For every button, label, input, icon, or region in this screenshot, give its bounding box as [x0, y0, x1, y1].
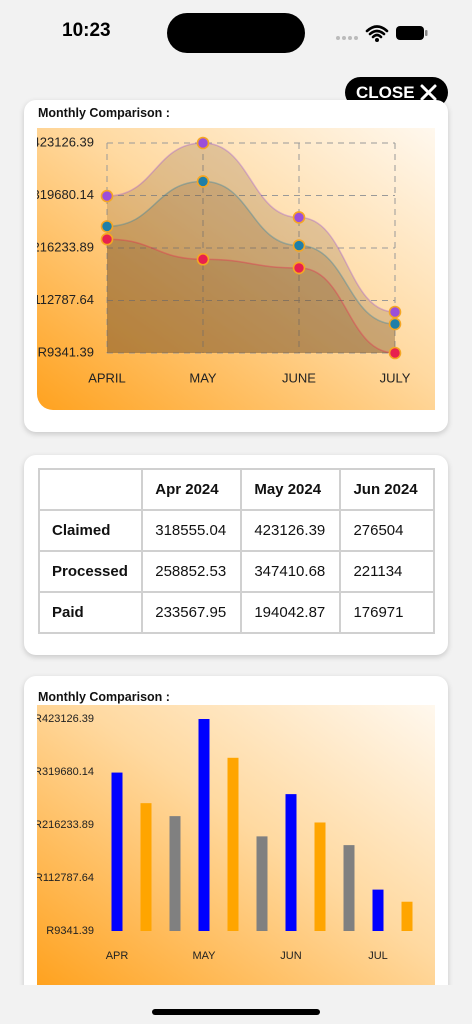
- row-label: Processed: [38, 550, 144, 593]
- data-point: [196, 252, 210, 266]
- status-icons: [336, 25, 428, 42]
- bar: [140, 803, 152, 931]
- x-tick-label: JUNE: [282, 370, 316, 385]
- chart-title: Monthly Comparison :: [38, 106, 170, 120]
- table-cell: 221134: [339, 550, 435, 593]
- close-label: CLOSE: [356, 83, 415, 102]
- x-tick-label: APRIL: [88, 370, 126, 385]
- y-tick-label: R112787.64: [37, 872, 94, 884]
- row-label: Claimed: [38, 509, 144, 552]
- table-cell: 176971: [339, 591, 435, 634]
- column-header: Jun 2024: [339, 468, 435, 511]
- column-header: Apr 2024: [141, 468, 243, 511]
- chart-background: R9341.39 R112787.64 R216233.89 R319680.14 R4…: [37, 128, 435, 410]
- home-indicator: [152, 1009, 320, 1015]
- bar: [227, 757, 239, 931]
- y-tick-label: R216233.89: [37, 239, 94, 254]
- data-point: [292, 211, 306, 224]
- data-point: [292, 239, 306, 252]
- bottom-area: [0, 985, 472, 1024]
- y-tick-label: R112787.64: [37, 292, 94, 307]
- table-corner: [38, 468, 144, 511]
- bar: [401, 901, 413, 931]
- dynamic-island: [167, 13, 305, 53]
- y-tick-label: R9341.39: [38, 344, 94, 359]
- bar: [111, 772, 123, 931]
- table-cell: 233567.95: [141, 591, 243, 634]
- close-icon: [420, 84, 437, 101]
- bar: [169, 816, 181, 931]
- bar: [285, 794, 297, 931]
- row-label: Paid: [38, 591, 144, 634]
- chart-title: Monthly Comparison :: [38, 690, 170, 704]
- column-header: May 2024: [240, 468, 342, 511]
- x-tick-label: MAY: [192, 950, 216, 962]
- line-chart: R9341.39 R112787.64 R216233.89 R319680.14 R4…: [37, 134, 411, 385]
- y-tick-label: R423126.39: [37, 134, 94, 149]
- table-row: Claimed 318555.04 423126.39 276504: [38, 509, 435, 552]
- table-cell: 318555.04: [141, 509, 243, 552]
- table-row: Processed 258852.53 347410.68 221134: [38, 550, 435, 593]
- x-tick-label: JUL: [368, 950, 388, 962]
- x-tick-label: JULY: [380, 370, 411, 385]
- bar: [343, 845, 355, 931]
- x-tick-label: MAY: [189, 370, 217, 385]
- series-area: [107, 143, 395, 353]
- x-tick-label: JUN: [280, 950, 301, 962]
- chart-background: R9341.39 R112787.64 R216233.89 R319680.14 R4…: [37, 705, 435, 985]
- y-tick-label: R319680.14: [37, 187, 94, 202]
- data-point: [100, 232, 114, 246]
- bar: [198, 719, 210, 931]
- data-point: [292, 261, 306, 275]
- table-header-row: Apr 2024 May 2024 Jun 2024: [38, 468, 435, 511]
- y-tick-label: R423126.39: [37, 713, 94, 725]
- y-tick-label: R216233.89: [37, 819, 94, 831]
- data-point: [388, 317, 402, 331]
- data-point: [388, 305, 402, 319]
- data-point: [388, 346, 402, 360]
- bar: [314, 822, 326, 931]
- data-point: [196, 175, 210, 188]
- table-cell: 347410.68: [240, 550, 342, 593]
- series-line: [106, 142, 396, 313]
- data-point: [100, 220, 114, 233]
- table-row: Paid 233567.95 194042.87 176971: [38, 591, 435, 634]
- series-line: [106, 180, 396, 325]
- bar: [256, 836, 268, 931]
- bar: [372, 889, 384, 931]
- data-table: Apr 2024 May 2024 Jun 2024 Claimed 318555.04…: [38, 468, 435, 634]
- y-tick-label: R9341.39: [46, 925, 94, 937]
- bar-chart: R9341.39 R112787.64 R216233.89 R319680.14 R4…: [37, 713, 413, 962]
- y-tick-label: R319680.14: [37, 766, 94, 778]
- table-cell: 423126.39: [240, 509, 342, 552]
- data-point: [196, 136, 210, 150]
- table-cell: 258852.53: [141, 550, 243, 593]
- series-area: [107, 239, 395, 353]
- status-time: 10:23: [62, 20, 111, 41]
- series-line: [106, 238, 396, 354]
- table-cell: 276504: [339, 509, 435, 552]
- table-cell: 194042.87: [240, 591, 342, 634]
- x-tick-label: APR: [106, 950, 129, 962]
- data-point: [100, 189, 114, 203]
- series-area: [107, 181, 395, 353]
- table-viewport: Apr 2024 May 2024 Jun 2024 Claimed 318555.04…: [38, 468, 435, 642]
